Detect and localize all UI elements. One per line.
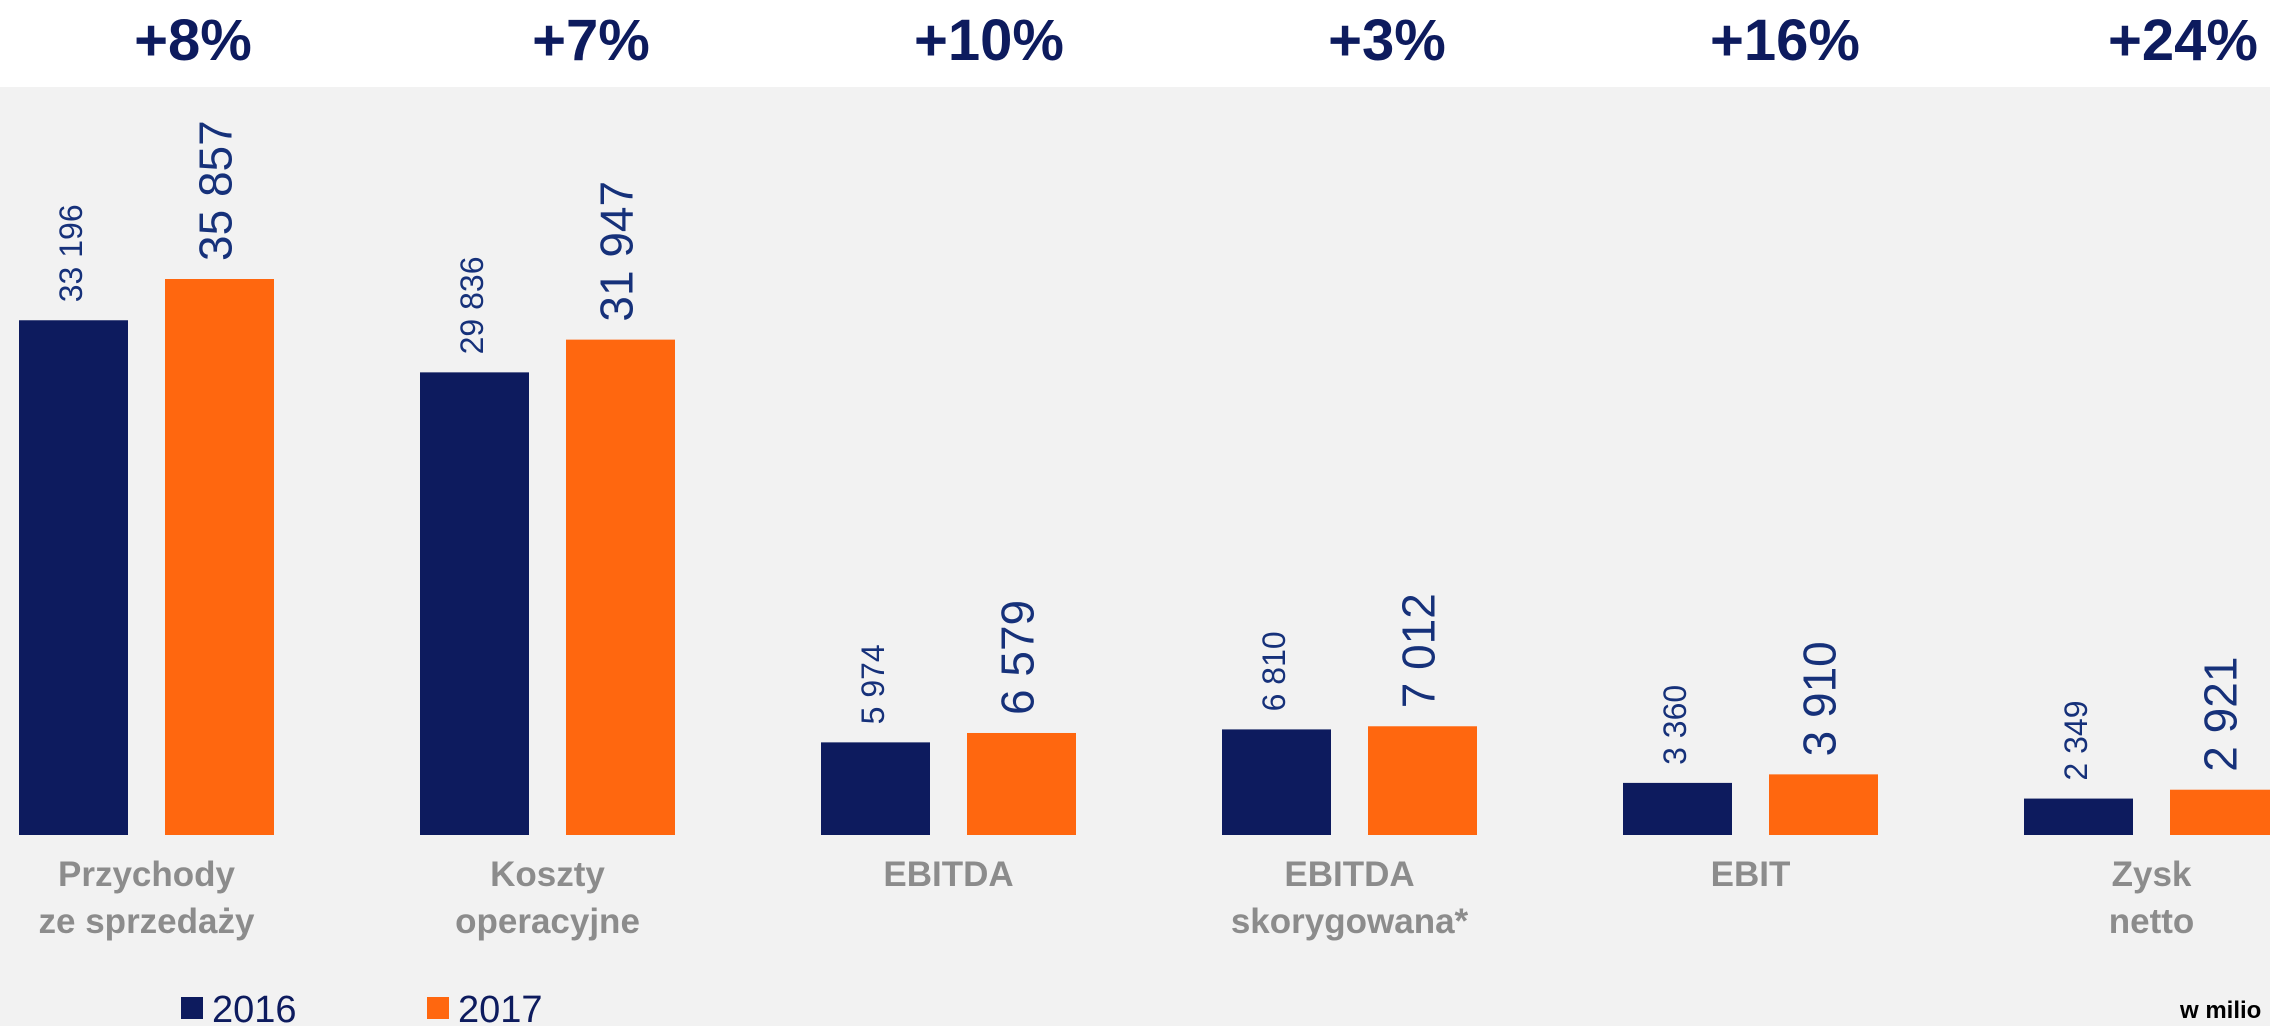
bar <box>821 742 930 835</box>
value-label: 35 857 <box>190 120 242 261</box>
legend-swatch <box>181 997 203 1019</box>
value-label: 2 921 <box>2195 657 2247 772</box>
bar <box>19 320 128 835</box>
category-label: skorygowana* <box>1231 902 1469 941</box>
bar <box>420 372 529 835</box>
category-label: EBIT <box>1711 855 1791 894</box>
bar <box>566 339 675 835</box>
category-label: Przychody <box>58 855 236 894</box>
value-label: 7 012 <box>1393 593 1445 708</box>
category-label: ze sprzedaży <box>39 902 255 941</box>
value-label: 6 810 <box>1256 631 1292 711</box>
value-label: 5 974 <box>855 644 891 724</box>
value-label: 3 910 <box>1794 641 1846 756</box>
bar <box>2170 789 2270 835</box>
change-label: +16% <box>1710 8 1860 73</box>
bar <box>1623 782 1732 835</box>
bar <box>2024 798 2133 835</box>
category-label: Zysk <box>2112 855 2192 894</box>
value-label: 3 360 <box>1657 685 1693 765</box>
bar <box>1769 774 1878 835</box>
change-label: +24% <box>2108 8 2258 73</box>
category-label: operacyjne <box>455 902 640 941</box>
value-label: 31 947 <box>591 181 643 322</box>
change-label: +3% <box>1328 8 1446 73</box>
value-label: 6 579 <box>992 600 1044 715</box>
plot-background <box>0 87 2270 1026</box>
bar <box>165 279 274 835</box>
bar <box>1368 726 1477 835</box>
category-label: EBITDA <box>883 855 1013 894</box>
category-label: EBITDA <box>1284 855 1414 894</box>
bar <box>1222 729 1331 835</box>
legend-label: 2016 <box>212 989 297 1026</box>
value-label: 33 196 <box>53 204 89 302</box>
bar <box>967 732 1076 835</box>
legend-label: 2017 <box>458 989 543 1026</box>
category-label: netto <box>2109 902 2195 941</box>
change-label: +10% <box>914 8 1064 73</box>
legend-swatch <box>427 997 449 1019</box>
unit-note: w milio <box>2179 997 2261 1024</box>
change-label: +8% <box>134 8 252 73</box>
value-label: 2 349 <box>2058 700 2094 780</box>
change-label: +7% <box>532 8 650 73</box>
category-label: Koszty <box>490 855 605 894</box>
value-label: 29 836 <box>454 256 490 354</box>
